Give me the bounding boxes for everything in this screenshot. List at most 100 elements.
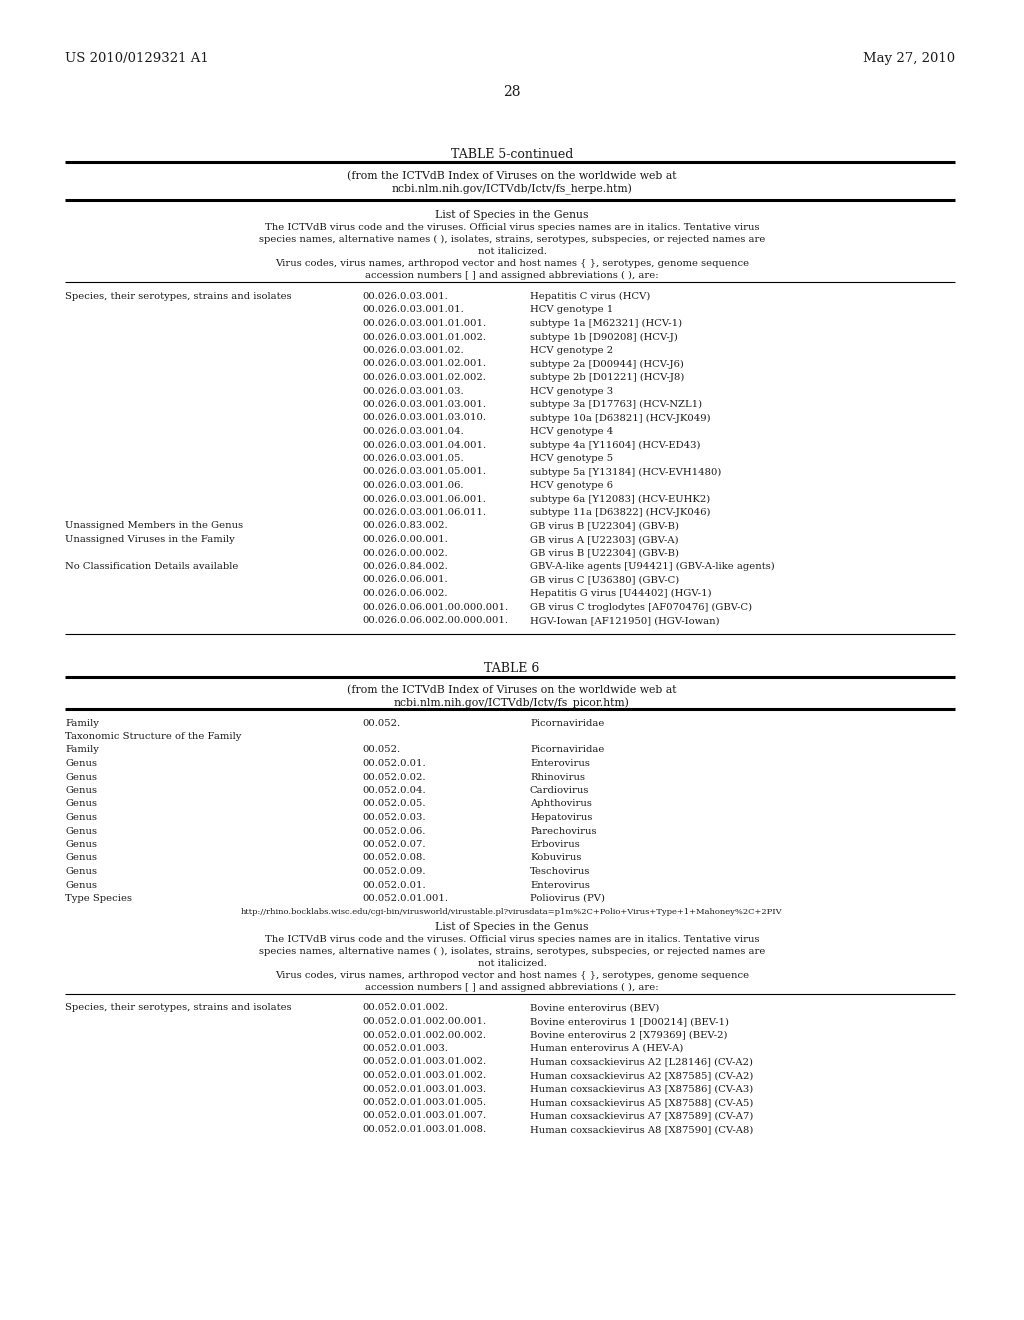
Text: Genus: Genus bbox=[65, 759, 97, 768]
Text: Aphthovirus: Aphthovirus bbox=[530, 800, 592, 808]
Text: 00.026.0.00.001.: 00.026.0.00.001. bbox=[362, 535, 447, 544]
Text: Picornaviridae: Picornaviridae bbox=[530, 746, 604, 755]
Text: US 2010/0129321 A1: US 2010/0129321 A1 bbox=[65, 51, 209, 65]
Text: 00.052.0.03.: 00.052.0.03. bbox=[362, 813, 426, 822]
Text: Enterovirus: Enterovirus bbox=[530, 880, 590, 890]
Text: HCV genotype 1: HCV genotype 1 bbox=[530, 305, 613, 314]
Text: not italicized.: not italicized. bbox=[477, 958, 547, 968]
Text: 00.052.0.01.002.: 00.052.0.01.002. bbox=[362, 1003, 447, 1012]
Text: List of Species in the Genus: List of Species in the Genus bbox=[435, 921, 589, 932]
Text: 00.052.0.01.: 00.052.0.01. bbox=[362, 759, 426, 768]
Text: HCV genotype 3: HCV genotype 3 bbox=[530, 387, 613, 396]
Text: 00.052.0.01.003.01.007.: 00.052.0.01.003.01.007. bbox=[362, 1111, 486, 1121]
Text: GB virus C [U36380] (GBV-C): GB virus C [U36380] (GBV-C) bbox=[530, 576, 679, 585]
Text: subtype 3a [D17763] (HCV-NZL1): subtype 3a [D17763] (HCV-NZL1) bbox=[530, 400, 702, 409]
Text: 00.026.0.06.002.: 00.026.0.06.002. bbox=[362, 589, 447, 598]
Text: subtype 5a [Y13184] (HCV-EVH1480): subtype 5a [Y13184] (HCV-EVH1480) bbox=[530, 467, 721, 477]
Text: Unassigned Members in the Genus: Unassigned Members in the Genus bbox=[65, 521, 243, 531]
Text: subtype 2b [D01221] (HCV-J8): subtype 2b [D01221] (HCV-J8) bbox=[530, 374, 684, 381]
Text: 00.026.0.03.001.04.001.: 00.026.0.03.001.04.001. bbox=[362, 441, 486, 450]
Text: not italicized.: not italicized. bbox=[477, 247, 547, 256]
Text: species names, alternative names ( ), isolates, strains, serotypes, subspecies, : species names, alternative names ( ), is… bbox=[259, 235, 765, 244]
Text: Bovine enterovirus 2 [X79369] (BEV-2): Bovine enterovirus 2 [X79369] (BEV-2) bbox=[530, 1031, 727, 1040]
Text: The ICTVdB virus code and the viruses. Official virus species names are in itali: The ICTVdB virus code and the viruses. O… bbox=[265, 935, 759, 944]
Text: 00.026.0.03.001.03.: 00.026.0.03.001.03. bbox=[362, 387, 464, 396]
Text: 00.026.0.06.001.: 00.026.0.06.001. bbox=[362, 576, 447, 585]
Text: 00.052.0.02.: 00.052.0.02. bbox=[362, 772, 426, 781]
Text: 00.026.0.03.001.03.010.: 00.026.0.03.001.03.010. bbox=[362, 413, 486, 422]
Text: Virus codes, virus names, arthropod vector and host names { }, serotypes, genome: Virus codes, virus names, arthropod vect… bbox=[274, 259, 750, 268]
Text: 00.026.0.00.002.: 00.026.0.00.002. bbox=[362, 549, 447, 557]
Text: Family: Family bbox=[65, 718, 99, 727]
Text: Virus codes, virus names, arthropod vector and host names { }, serotypes, genome: Virus codes, virus names, arthropod vect… bbox=[274, 970, 750, 979]
Text: Poliovirus (PV): Poliovirus (PV) bbox=[530, 894, 605, 903]
Text: GB virus B [U22304] (GBV-B): GB virus B [U22304] (GBV-B) bbox=[530, 521, 679, 531]
Text: 00.052.0.09.: 00.052.0.09. bbox=[362, 867, 426, 876]
Text: 00.026.0.03.001.05.001.: 00.026.0.03.001.05.001. bbox=[362, 467, 486, 477]
Text: Type Species: Type Species bbox=[65, 894, 132, 903]
Text: 00.052.0.01.003.01.002.: 00.052.0.01.003.01.002. bbox=[362, 1057, 486, 1067]
Text: (from the ICTVdB Index of Viruses on the worldwide web at: (from the ICTVdB Index of Viruses on the… bbox=[347, 685, 677, 694]
Text: The ICTVdB virus code and the viruses. Official virus species names are in itali: The ICTVdB virus code and the viruses. O… bbox=[265, 223, 759, 232]
Text: subtype 4a [Y11604] (HCV-ED43): subtype 4a [Y11604] (HCV-ED43) bbox=[530, 441, 700, 450]
Text: No Classification Details available: No Classification Details available bbox=[65, 562, 239, 572]
Text: 00.052.0.01.001.: 00.052.0.01.001. bbox=[362, 894, 449, 903]
Text: 00.026.0.03.001.01.002.: 00.026.0.03.001.01.002. bbox=[362, 333, 486, 342]
Text: Species, their serotypes, strains and isolates: Species, their serotypes, strains and is… bbox=[65, 292, 292, 301]
Text: 00.052.0.04.: 00.052.0.04. bbox=[362, 785, 426, 795]
Text: Cardiovirus: Cardiovirus bbox=[530, 785, 590, 795]
Text: 00.026.0.03.001.01.: 00.026.0.03.001.01. bbox=[362, 305, 464, 314]
Text: 00.026.0.03.001.06.001.: 00.026.0.03.001.06.001. bbox=[362, 495, 485, 503]
Text: 00.026.0.06.001.00.000.001.: 00.026.0.06.001.00.000.001. bbox=[362, 602, 508, 611]
Text: 00.052.0.01.: 00.052.0.01. bbox=[362, 880, 426, 890]
Text: 00.026.0.83.002.: 00.026.0.83.002. bbox=[362, 521, 447, 531]
Text: 00.026.0.03.001.06.011.: 00.026.0.03.001.06.011. bbox=[362, 508, 486, 517]
Text: 00.026.0.03.001.02.002.: 00.026.0.03.001.02.002. bbox=[362, 374, 485, 381]
Text: 00.052.0.01.003.01.005.: 00.052.0.01.003.01.005. bbox=[362, 1098, 486, 1107]
Text: Genus: Genus bbox=[65, 854, 97, 862]
Text: Genus: Genus bbox=[65, 880, 97, 890]
Text: Kobuvirus: Kobuvirus bbox=[530, 854, 582, 862]
Text: GB virus B [U22304] (GBV-B): GB virus B [U22304] (GBV-B) bbox=[530, 549, 679, 557]
Text: subtype 2a [D00944] (HCV-J6): subtype 2a [D00944] (HCV-J6) bbox=[530, 359, 684, 368]
Text: Human enterovirus A (HEV-A): Human enterovirus A (HEV-A) bbox=[530, 1044, 683, 1053]
Text: Genus: Genus bbox=[65, 800, 97, 808]
Text: Parechovirus: Parechovirus bbox=[530, 826, 597, 836]
Text: Human coxsackievirus A3 [X87586] (CV-A3): Human coxsackievirus A3 [X87586] (CV-A3) bbox=[530, 1085, 754, 1093]
Text: 00.052.0.01.002.00.002.: 00.052.0.01.002.00.002. bbox=[362, 1031, 486, 1040]
Text: 00.026.0.03.001.02.: 00.026.0.03.001.02. bbox=[362, 346, 464, 355]
Text: GB virus A [U22303] (GBV-A): GB virus A [U22303] (GBV-A) bbox=[530, 535, 679, 544]
Text: ncbi.nlm.nih.gov/ICTVdb/Ictv/fs_picor.htm): ncbi.nlm.nih.gov/ICTVdb/Ictv/fs_picor.ht… bbox=[394, 697, 630, 709]
Text: 00.052.0.08.: 00.052.0.08. bbox=[362, 854, 426, 862]
Text: List of Species in the Genus: List of Species in the Genus bbox=[435, 210, 589, 220]
Text: 00.052.0.01.003.01.008.: 00.052.0.01.003.01.008. bbox=[362, 1125, 486, 1134]
Text: Human coxsackievirus A2 [L28146] (CV-A2): Human coxsackievirus A2 [L28146] (CV-A2) bbox=[530, 1057, 753, 1067]
Text: Human coxsackievirus A5 [X87588] (CV-A5): Human coxsackievirus A5 [X87588] (CV-A5) bbox=[530, 1098, 754, 1107]
Text: Rhinovirus: Rhinovirus bbox=[530, 772, 585, 781]
Text: subtype 1a [M62321] (HCV-1): subtype 1a [M62321] (HCV-1) bbox=[530, 319, 682, 329]
Text: Teschovirus: Teschovirus bbox=[530, 867, 591, 876]
Text: subtype 1b [D90208] (HCV-J): subtype 1b [D90208] (HCV-J) bbox=[530, 333, 678, 342]
Text: 00.026.0.03.001.06.: 00.026.0.03.001.06. bbox=[362, 480, 464, 490]
Text: Genus: Genus bbox=[65, 813, 97, 822]
Text: TABLE 5-continued: TABLE 5-continued bbox=[451, 148, 573, 161]
Text: Human coxsackievirus A7 [X87589] (CV-A7): Human coxsackievirus A7 [X87589] (CV-A7) bbox=[530, 1111, 754, 1121]
Text: 00.052.0.07.: 00.052.0.07. bbox=[362, 840, 426, 849]
Text: species names, alternative names ( ), isolates, strains, serotypes, subspecies, : species names, alternative names ( ), is… bbox=[259, 946, 765, 956]
Text: May 27, 2010: May 27, 2010 bbox=[863, 51, 955, 65]
Text: HGV-Iowan [AF121950] (HGV-Iowan): HGV-Iowan [AF121950] (HGV-Iowan) bbox=[530, 616, 720, 624]
Text: Enterovirus: Enterovirus bbox=[530, 759, 590, 768]
Text: Bovine enterovirus 1 [D00214] (BEV-1): Bovine enterovirus 1 [D00214] (BEV-1) bbox=[530, 1016, 729, 1026]
Text: Hepatovirus: Hepatovirus bbox=[530, 813, 592, 822]
Text: 00.052.0.05.: 00.052.0.05. bbox=[362, 800, 426, 808]
Text: Genus: Genus bbox=[65, 840, 97, 849]
Text: Genus: Genus bbox=[65, 772, 97, 781]
Text: accession numbers [ ] and assigned abbreviations ( ), are:: accession numbers [ ] and assigned abbre… bbox=[366, 271, 658, 280]
Text: subtype 6a [Y12083] (HCV-EUHK2): subtype 6a [Y12083] (HCV-EUHK2) bbox=[530, 495, 711, 504]
Text: Genus: Genus bbox=[65, 785, 97, 795]
Text: TABLE 6: TABLE 6 bbox=[484, 661, 540, 675]
Text: Hepatitis C virus (HCV): Hepatitis C virus (HCV) bbox=[530, 292, 650, 301]
Text: 00.026.0.03.001.05.: 00.026.0.03.001.05. bbox=[362, 454, 464, 463]
Text: 00.052.0.01.003.01.002.: 00.052.0.01.003.01.002. bbox=[362, 1071, 486, 1080]
Text: ncbi.nlm.nih.gov/ICTVdb/Ictv/fs_herpe.htm): ncbi.nlm.nih.gov/ICTVdb/Ictv/fs_herpe.ht… bbox=[391, 183, 633, 195]
